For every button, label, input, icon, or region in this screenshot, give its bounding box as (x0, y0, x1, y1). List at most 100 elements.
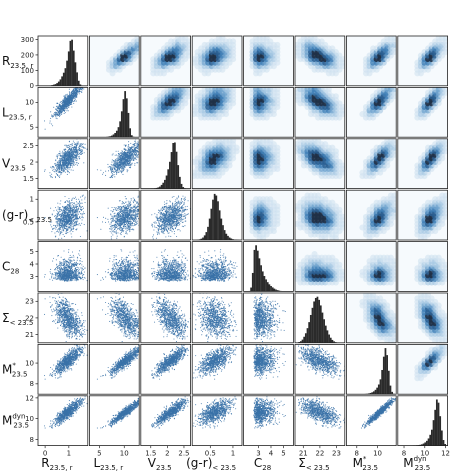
y-tick-label: 0 (30, 82, 34, 90)
scatter-point (78, 204, 80, 206)
scatter-point (127, 150, 129, 152)
panel-content (140, 87, 191, 138)
scatter-point (63, 157, 65, 159)
scatter-point (54, 225, 57, 227)
scatter-point (71, 96, 73, 98)
scatter-point (65, 230, 67, 233)
scatter-point (63, 148, 65, 150)
scatter-point (66, 228, 68, 230)
kde-contour (391, 87, 397, 93)
scatter-point (66, 221, 68, 223)
scatter-point (63, 103, 65, 105)
scatter-point (66, 219, 68, 221)
scatter-point (61, 214, 63, 217)
scatter-point (81, 199, 83, 201)
scatter-point (137, 155, 139, 157)
panel-frame (140, 35, 192, 87)
scatter-point (72, 92, 74, 94)
scatter-point (117, 157, 119, 159)
scatter-point (82, 147, 85, 149)
panel-content (295, 138, 345, 189)
scatter-point (81, 216, 83, 219)
scatter-point (132, 153, 134, 155)
scatter-point (68, 159, 70, 161)
scatter-point (65, 94, 67, 96)
scatter-point (54, 176, 57, 179)
scatter-point (109, 167, 111, 169)
scatter-point (135, 154, 137, 156)
scatter-point (128, 146, 130, 148)
scatter-point (113, 164, 115, 166)
scatter-point (53, 210, 55, 212)
scatter-point (59, 150, 61, 152)
scatter-point (68, 172, 70, 174)
scatter-point (120, 157, 122, 159)
scatter-point (134, 148, 136, 151)
scatter-point (128, 157, 130, 159)
scatter-point (73, 162, 75, 164)
scatter-point (120, 172, 123, 174)
panel-content (192, 36, 242, 86)
histogram-bar (160, 184, 163, 189)
scatter-point (62, 167, 64, 169)
scatter-point (64, 97, 67, 99)
panel-V-Md (397, 138, 448, 190)
scatter-point (132, 159, 134, 161)
scatter-point (78, 146, 80, 148)
scatter-point (73, 90, 75, 92)
kde-contour (442, 36, 448, 41)
scatter-point (59, 114, 61, 116)
scatter-point (68, 141, 70, 143)
scatter-point (68, 99, 71, 101)
scatter-point (58, 225, 60, 227)
scatter-point (58, 160, 60, 162)
scatter-point (67, 103, 69, 105)
scatter-point (56, 229, 59, 231)
scatter-point (79, 148, 81, 150)
scatter-point (126, 171, 128, 173)
scatter-point (81, 214, 83, 216)
scatter-point (75, 150, 77, 152)
scatter-point (65, 106, 67, 108)
scatter-point (68, 144, 70, 146)
scatter-point (70, 233, 72, 235)
scatter-point (122, 166, 124, 168)
panel-content (295, 36, 345, 86)
scatter-point (54, 232, 56, 234)
scatter-point (124, 149, 126, 151)
panel-frame (243, 87, 294, 138)
scatter-point (69, 203, 71, 205)
scatter-point (62, 225, 64, 227)
scatter-point (61, 102, 63, 104)
scatter-point (71, 98, 73, 100)
scatter-point (63, 159, 65, 161)
scatter-point (74, 98, 77, 100)
scatter-point (128, 163, 130, 165)
scatter-point (66, 167, 68, 169)
panel-content (243, 87, 294, 138)
scatter-point (137, 143, 139, 145)
scatter-point (123, 150, 125, 153)
kde-contour (391, 36, 397, 41)
scatter-point (130, 159, 132, 161)
scatter-point (59, 162, 61, 164)
scatter-point (55, 227, 57, 229)
kde-contour (442, 138, 448, 144)
scatter-point (75, 215, 77, 217)
scatter-point (68, 167, 70, 169)
histogram-bar (125, 98, 128, 138)
scatter-point (64, 160, 66, 162)
scatter-point (54, 176, 56, 178)
scatter-point (128, 144, 130, 146)
scatter-point (128, 153, 130, 155)
scatter-point (66, 158, 68, 160)
scatter-point (127, 160, 130, 162)
panel-content (150, 142, 186, 189)
scatter-point (69, 212, 71, 214)
scatter-point (127, 145, 129, 147)
scatter-point (123, 156, 126, 158)
scatter-point (50, 224, 52, 226)
scatter-point (113, 171, 115, 174)
scatter-point (54, 226, 57, 228)
scatter-point (61, 166, 63, 168)
